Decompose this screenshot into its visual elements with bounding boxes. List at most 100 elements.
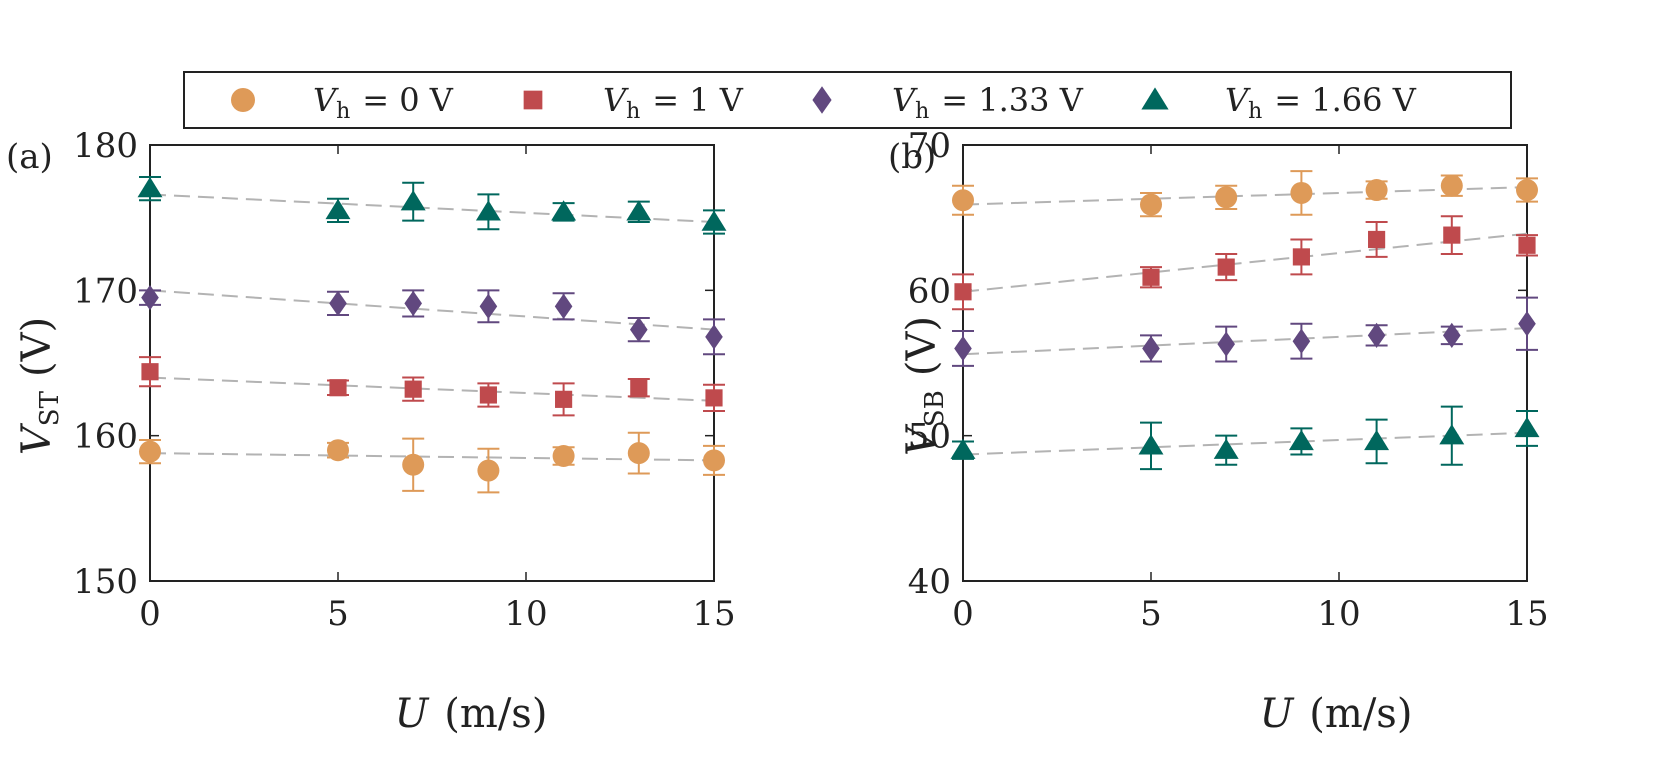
x-tick-label: 10 (1317, 594, 1360, 634)
x-tick-label: 0 (952, 594, 974, 634)
y-axis-unit: (V) (14, 317, 60, 377)
fit-line (149, 289, 715, 331)
data-point (1217, 331, 1235, 357)
data-point (554, 293, 573, 319)
data-point (627, 442, 650, 465)
data-point (1138, 434, 1164, 455)
plot-frame (962, 144, 1528, 582)
series (139, 356, 725, 417)
legend-var: V (313, 81, 339, 119)
legend-value: = 1.33 V (941, 81, 1083, 119)
legend-value: = 1.66 V (1274, 81, 1416, 119)
y-axis-var: V (14, 422, 60, 455)
x-tick-label: 15 (692, 594, 735, 634)
legend-var: V (1225, 81, 1251, 119)
data-point (1140, 193, 1162, 216)
x-tick-label: 5 (327, 594, 349, 634)
x-axis-var: U (1260, 691, 1295, 737)
panel-label: (a) (6, 137, 53, 177)
data-point (141, 363, 159, 381)
y-tick-label: 70 (908, 126, 951, 166)
y-tick-label: 180 (73, 126, 138, 166)
data-point (404, 290, 422, 317)
data-point (1288, 429, 1314, 451)
panel-a: (a) 0 5 10 15 150 160 170 180 VST (V) U (m/s) (6, 126, 736, 737)
legend-value: = 0 V (362, 81, 454, 119)
data-point (329, 290, 347, 317)
data-point (1440, 174, 1463, 197)
data-point (705, 389, 723, 407)
data-point (1292, 328, 1311, 354)
data-point (1215, 186, 1238, 209)
y-axis-var: V (899, 423, 945, 456)
fit-line (149, 452, 715, 462)
data-point (703, 449, 725, 472)
y-tick-label: 60 (908, 271, 951, 311)
data-point (1213, 438, 1239, 459)
fit-line (149, 376, 715, 402)
data-point (1518, 236, 1536, 254)
data-point (626, 200, 652, 221)
data-point (1142, 335, 1160, 362)
series (139, 431, 725, 494)
y-axis-label: VST (V) (14, 317, 65, 455)
data-point (954, 335, 972, 362)
data-point (630, 379, 648, 397)
legend-marker (812, 86, 832, 114)
x-axis-unit: (m/s) (444, 691, 547, 737)
series (952, 296, 1538, 367)
data-point (1518, 311, 1536, 337)
data-point (137, 177, 163, 198)
data-point (477, 459, 500, 482)
data-point (954, 283, 972, 301)
data-point (1217, 258, 1235, 276)
panel-label: (b) (888, 137, 936, 177)
legend-entry: Vh = 1.66 V (1225, 81, 1417, 124)
data-point (479, 293, 498, 319)
fit-line (962, 186, 1528, 206)
data-point (1364, 429, 1390, 451)
data-point (1443, 322, 1461, 349)
legend-sub: h (915, 99, 929, 124)
fit-line (149, 193, 715, 224)
legend-marker (523, 90, 543, 110)
legend-value: = 1 V (652, 81, 744, 119)
x-axis-var: U (395, 691, 430, 737)
x-axis-unit: (m/s) (1309, 691, 1412, 737)
data-point (555, 390, 573, 408)
legend-sub: h (1248, 99, 1262, 124)
x-tick-label: 10 (504, 594, 547, 634)
data-point (701, 210, 727, 231)
data-point (1368, 230, 1386, 249)
y-axis-label: VSB (V) (899, 316, 950, 456)
legend-var: V (892, 81, 918, 119)
y-tick-label: 50 (908, 417, 951, 457)
data-point (950, 438, 976, 459)
y-tick-label: 150 (73, 562, 138, 602)
y-tick-label: 160 (73, 417, 138, 457)
series (137, 175, 727, 235)
y-tick-label: 170 (73, 271, 138, 311)
data-point (400, 190, 426, 211)
fit-line (962, 431, 1528, 456)
x-tick-label: 0 (139, 594, 161, 634)
data-point (329, 379, 347, 397)
data-point (327, 439, 349, 462)
x-tick-label: 15 (1505, 594, 1548, 634)
data-point (705, 324, 723, 350)
data-point (630, 316, 648, 343)
data-point (1290, 181, 1313, 204)
legend: Vh = 0 V Vh = 1 V Vh = 1.33 V Vh = 1.66 V (183, 71, 1512, 129)
series (952, 215, 1538, 311)
legend-box (183, 71, 1512, 129)
data-point (1292, 248, 1310, 266)
legend-var: V (603, 81, 629, 119)
legend-marker (231, 88, 255, 112)
data-point (1516, 179, 1538, 202)
series (952, 170, 1538, 218)
y-axis-unit: (V) (899, 316, 945, 376)
data-point (1142, 268, 1160, 286)
data-point (139, 440, 161, 463)
fit-line (962, 232, 1528, 293)
